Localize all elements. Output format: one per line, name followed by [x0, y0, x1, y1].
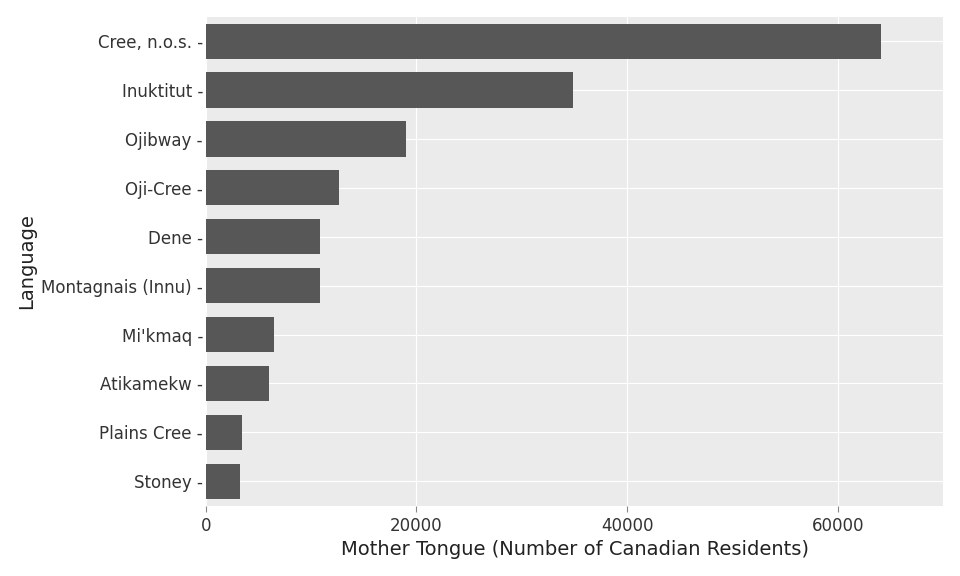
- Bar: [205, 73, 573, 108]
- Bar: [205, 122, 406, 157]
- Bar: [205, 415, 242, 450]
- Bar: [205, 366, 269, 401]
- Bar: [205, 464, 240, 499]
- Bar: [205, 170, 339, 206]
- Y-axis label: Language: Language: [16, 213, 36, 309]
- X-axis label: Mother Tongue (Number of Canadian Residents): Mother Tongue (Number of Canadian Reside…: [341, 540, 808, 559]
- Bar: [205, 24, 880, 59]
- Bar: [205, 219, 320, 255]
- Bar: [205, 268, 320, 303]
- Bar: [205, 317, 275, 352]
